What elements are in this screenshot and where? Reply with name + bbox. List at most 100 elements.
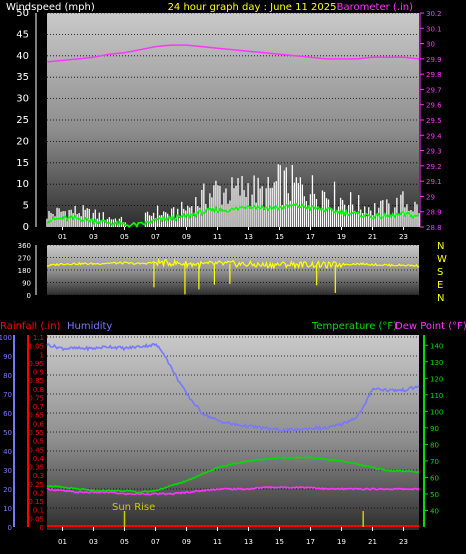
wind-tick-label: 35	[16, 72, 29, 83]
bottom-x-tick-label: 21	[368, 538, 377, 546]
wind-x-tick-label: 05	[120, 233, 129, 241]
direction-tick-label: 270	[18, 255, 31, 263]
barometer-axis-label: Barometer (.in)	[337, 2, 413, 13]
wind-x-tick-label: 15	[275, 233, 284, 241]
temperature-line	[47, 456, 420, 494]
wind-x-tick-label: 07	[151, 233, 160, 241]
rainfall-tick-label: 0.3	[33, 472, 44, 480]
baro-tick-label: 29.6	[426, 102, 442, 110]
humidity-tick-label: 90	[3, 353, 12, 361]
rainfall-tick-label: 0.4	[33, 455, 45, 463]
wind-x-tick-label: 01	[58, 233, 67, 241]
wind-x-tick-label: 09	[182, 233, 191, 241]
wind-x-tick-label: 17	[306, 233, 315, 241]
rainfall-tick-label: 0.7	[33, 403, 44, 411]
compass-n-bottom: N	[437, 293, 444, 304]
wind-tick-label: 10	[16, 179, 29, 190]
baro-tick-label: 30.2	[426, 10, 442, 18]
baro-tick-label: 29.4	[426, 132, 442, 140]
temperature-axis-label: Temperature (°F)	[311, 321, 397, 332]
temperature-tick-label: 70	[430, 458, 439, 466]
rainfall-tick-label: 0.65	[28, 412, 44, 420]
temperature-tick-label: 50	[430, 491, 439, 499]
humidity-line	[46, 342, 420, 433]
rainfall-tick-label: 0.35	[28, 464, 44, 472]
temperature-tick-label: 130	[430, 359, 443, 367]
baro-tick-label: 29.2	[426, 163, 442, 171]
rainfall-tick-label: 1	[40, 351, 44, 359]
wind-tick-label: 40	[16, 51, 29, 62]
humidity-tick-label: 80	[3, 372, 12, 380]
baro-tick-label: 29.1	[426, 178, 442, 186]
humidity-tick-label: 10	[3, 505, 12, 513]
baro-tick-label: 29.5	[426, 117, 442, 125]
wind-tick-label: 15	[16, 158, 29, 169]
bottom-x-tick-label: 15	[275, 538, 284, 546]
baro-tick-label: 28.9	[426, 209, 442, 217]
temperature-tick-label: 60	[430, 474, 439, 482]
bottom-x-tick-label: 05	[120, 538, 129, 546]
rainfall-tick-label: 0.25	[28, 481, 44, 489]
windspeed-axis-label: Windspeed (mph)	[6, 2, 95, 13]
rainfall-tick-label: 0.55	[28, 429, 44, 437]
wind-x-tick-label: 23	[399, 233, 408, 241]
temperature-tick-label: 110	[430, 392, 443, 400]
baro-tick-label: 29.9	[426, 56, 442, 64]
baro-tick-label: 29.8	[426, 71, 442, 79]
wind-x-tick-label: 21	[368, 233, 377, 241]
baro-tick-label: 29.3	[426, 148, 442, 156]
bottom-x-tick-label: 01	[58, 538, 67, 546]
bottom-x-tick-label: 03	[89, 538, 98, 546]
compass-w: W	[437, 254, 447, 265]
temperature-tick-label: 90	[430, 425, 439, 433]
bottom-x-tick-label: 19	[337, 538, 346, 546]
baro-tick-label: 29.7	[426, 86, 442, 94]
direction-tick-label: 360	[18, 242, 31, 250]
baro-tick-label: 30.1	[426, 25, 442, 33]
bottom-x-tick-label: 13	[244, 538, 253, 546]
rainfall-tick-label: 0.45	[28, 446, 44, 454]
rainfall-tick-label: 0.6	[33, 420, 45, 428]
wind-tick-label: 30	[16, 94, 29, 105]
humidity-tick-label: 70	[3, 391, 12, 399]
bottom-panel-bg	[47, 335, 419, 530]
humidity-axis-label: Humidity	[67, 321, 112, 332]
temperature-tick-label: 100	[430, 408, 443, 416]
baro-tick-label: 28.8	[426, 224, 442, 232]
humidity-tick-label: 30	[3, 467, 12, 475]
humidity-tick-label: 60	[3, 410, 12, 418]
wind-tick-label: 20	[16, 136, 29, 147]
direction-tick-label: 90	[22, 280, 31, 288]
wind-tick-label: 5	[23, 201, 29, 212]
temperature-tick-label: 120	[430, 375, 443, 383]
compass-n-top: N	[437, 241, 444, 252]
humidity-tick-label: 0	[8, 524, 12, 532]
rainfall-axis-label: Rainfall (.in)	[0, 321, 61, 332]
bottom-x-tick-label: 17	[306, 538, 315, 546]
bottom-x-tick-label: 07	[151, 538, 160, 546]
baro-tick-label: 29	[426, 193, 435, 201]
dewpoint-line	[46, 485, 420, 496]
humidity-tick-label: 100	[0, 334, 12, 342]
wind-speed-line	[46, 202, 420, 229]
rainfall-tick-label: 0.95	[28, 360, 44, 368]
rainfall-tick-label: 1.05	[28, 343, 44, 351]
chart-title: 24 hour graph day : June 11 2025	[168, 2, 337, 13]
direction-tick-label: 180	[18, 267, 31, 275]
rainfall-tick-label: 0.1	[33, 507, 44, 515]
humidity-tick-label: 50	[3, 429, 12, 437]
barometer-line	[46, 44, 420, 63]
rainfall-tick-label: 0.15	[28, 498, 44, 506]
rainfall-tick-label: 0.8	[33, 386, 44, 394]
compass-e: E	[437, 280, 443, 291]
compass-s: S	[437, 267, 443, 278]
wind-tick-label: 50	[16, 8, 29, 19]
dewpoint-axis-label: Dew Point (°F)	[395, 321, 466, 332]
humidity-tick-label: 40	[3, 448, 12, 456]
rainfall-tick-label: 0.2	[33, 489, 44, 497]
wind-x-tick-label: 13	[244, 233, 253, 241]
temperature-tick-label: 140	[430, 342, 443, 350]
humidity-tick-label: 20	[3, 486, 12, 494]
temperature-tick-label: 80	[430, 441, 439, 449]
